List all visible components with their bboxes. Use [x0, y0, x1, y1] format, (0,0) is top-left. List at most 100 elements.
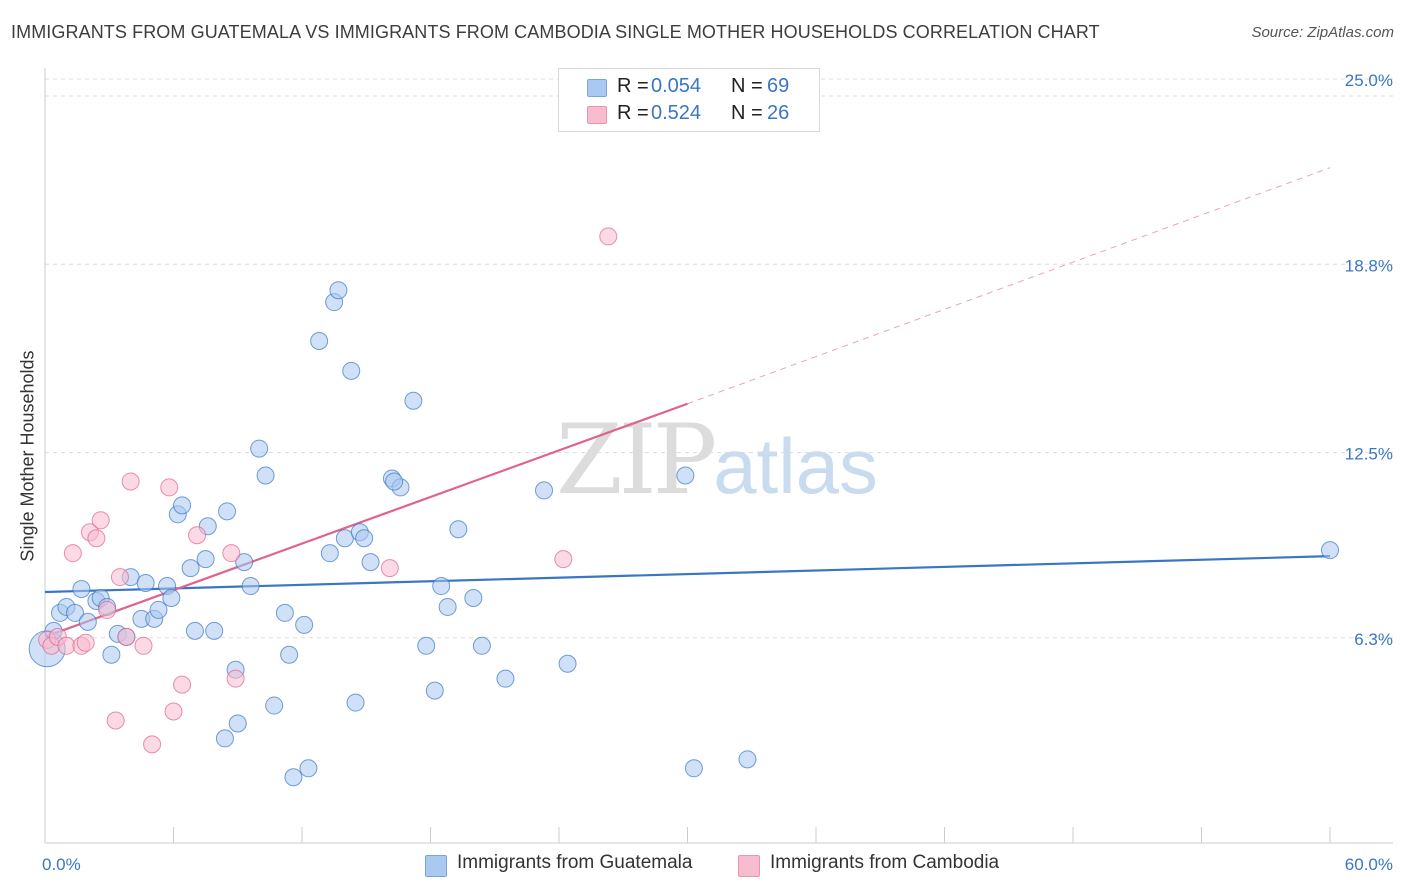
guatemala-point — [162, 588, 181, 607]
guatemala-point — [496, 669, 515, 688]
guatemala-point — [355, 529, 374, 548]
guatemala-point — [185, 621, 204, 640]
guatemala-point — [320, 544, 339, 563]
guatemala-point — [149, 600, 168, 619]
source-credit: Source: ZipAtlas.com — [1251, 24, 1394, 41]
legend-n-value: 26 — [767, 102, 790, 124]
guatemala-point — [181, 559, 200, 578]
cambodia-point — [164, 702, 183, 721]
y-tick-label: 6.3% — [1354, 630, 1393, 649]
guatemala-point — [295, 615, 314, 634]
legend-n-value: 69 — [767, 75, 790, 97]
cambodia-point — [121, 472, 140, 491]
chart-title: IMMIGRANTS FROM GUATEMALA VS IMMIGRANTS … — [11, 22, 1100, 42]
cambodia-point — [188, 526, 207, 545]
data-points — [28, 227, 1339, 787]
correlation-legend: R = 0.054 N = 69 R = 0.524 N = 26 — [558, 68, 820, 132]
cambodia-point — [226, 669, 245, 688]
legend-r-value: 0.524 — [651, 102, 702, 124]
guatemala-point — [425, 681, 444, 700]
guatemala-point — [72, 580, 91, 599]
guatemala-point — [738, 750, 757, 769]
legend-n-label: N = — [731, 102, 763, 124]
guatemala-point — [275, 603, 294, 622]
guatemala-point — [250, 439, 269, 458]
watermark-atlas: atlas — [713, 422, 878, 510]
guatemala-point — [329, 281, 348, 300]
bottom-legend-label: Immigrants from Guatemala — [457, 852, 693, 873]
guatemala-point — [1321, 541, 1339, 560]
guatemala-point — [265, 696, 284, 715]
cambodia-point — [57, 636, 76, 655]
cambodia-point — [98, 600, 117, 619]
cambodia-point — [554, 550, 573, 569]
guatemala-point — [472, 636, 491, 655]
legend-r-label: R = — [617, 75, 649, 97]
legend-n-label: N = — [731, 75, 763, 97]
tick-labels: 6.3% 12.5% 18.8% 25.0% 0.0% 60.0% — [42, 71, 1393, 874]
x-tick-label: 60.0% — [1345, 855, 1393, 874]
cambodia-point — [87, 529, 106, 548]
guatemala-point — [464, 588, 483, 607]
guatemala-point — [299, 759, 318, 778]
guatemala-point — [280, 645, 299, 664]
legend-r-value: 0.054 — [651, 75, 702, 97]
guatemala-point — [218, 502, 237, 521]
guatemala-point — [228, 714, 247, 733]
cambodia-point — [173, 675, 192, 694]
guatemala-point — [205, 621, 224, 640]
cambodia-point — [599, 227, 618, 246]
cambodia-point — [134, 636, 153, 655]
y-tick-label: 18.8% — [1345, 256, 1393, 275]
guatemala-point — [65, 603, 84, 622]
guatemala-point — [196, 550, 215, 569]
guatemala-point — [335, 529, 354, 548]
guatemala-point — [676, 466, 695, 485]
guatemala-point — [342, 361, 361, 380]
cambodia-point — [91, 511, 110, 530]
x-tick-label: 0.0% — [42, 855, 81, 874]
guatemala-point — [684, 759, 703, 778]
guatemala-point — [449, 520, 468, 539]
cambodia-point — [143, 735, 162, 754]
cambodia-point — [222, 544, 241, 563]
cambodia-trend-extension — [687, 167, 1331, 405]
cambodia-point — [76, 633, 95, 652]
y-tick-label: 25.0% — [1345, 71, 1393, 90]
legend-swatch-guatemala — [587, 79, 607, 97]
guatemala-point — [361, 553, 380, 572]
legend-r-label: R = — [617, 102, 649, 124]
y-tick-label: 12.5% — [1345, 445, 1393, 464]
legend-swatch-cambodia — [587, 106, 607, 124]
guatemala-point — [256, 466, 275, 485]
guatemala-point — [417, 636, 436, 655]
guatemala-point — [558, 654, 577, 673]
guatemala-point — [346, 693, 365, 712]
cambodia-point — [117, 627, 136, 646]
guatemala-point — [173, 496, 192, 515]
guatemala-point — [235, 553, 254, 572]
axes — [44, 68, 1393, 844]
guatemala-point — [102, 645, 121, 664]
guatemala-point — [535, 481, 554, 500]
cambodia-point — [63, 544, 82, 563]
guatemala-point — [432, 577, 451, 596]
guatemala-point — [78, 612, 97, 631]
bottom-legend-swatch-guatemala — [425, 855, 447, 877]
guatemala-point — [241, 577, 260, 596]
guatemala-point — [404, 391, 423, 410]
guatemala-point — [284, 768, 303, 787]
guatemala-point — [136, 574, 155, 593]
cambodia-point — [380, 559, 399, 578]
cambodia-point — [160, 478, 179, 497]
guatemala-point — [385, 472, 404, 491]
cambodia-point — [106, 711, 125, 730]
y-axis-label: Single Mother Households — [17, 350, 38, 562]
bottom-legend-swatch-cambodia — [738, 855, 760, 877]
bottom-legend-label: Immigrants from Cambodia — [770, 852, 1000, 873]
guatemala-point — [215, 729, 234, 748]
guatemala-point — [310, 332, 329, 351]
guatemala-point — [438, 597, 457, 616]
cambodia-trend-line — [44, 402, 688, 638]
